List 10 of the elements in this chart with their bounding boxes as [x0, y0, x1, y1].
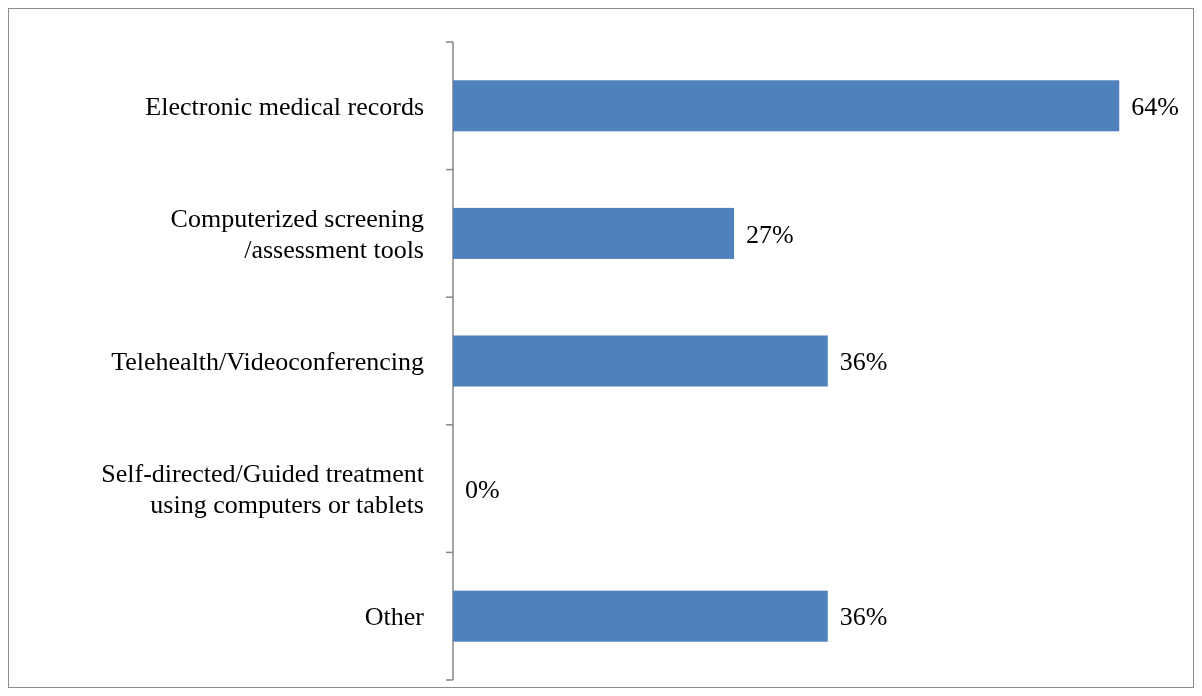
y-tick-label: Self-directed/Guided treatment using computers or tablets: [101, 459, 425, 520]
y-tick-label: Telehealth/Videoconferencing: [111, 347, 424, 377]
data-label: 36%: [839, 347, 888, 377]
data-label: 64%: [1131, 91, 1179, 121]
data-label: 0%: [465, 474, 500, 504]
y-tick-label: Computerized screening /assessment tools: [170, 204, 424, 264]
data-label: 27%: [746, 219, 794, 249]
data-label: 36%: [839, 602, 888, 632]
y-tick-label: Other: [364, 602, 425, 632]
y-tick-label: Electronic medical records: [145, 91, 424, 121]
